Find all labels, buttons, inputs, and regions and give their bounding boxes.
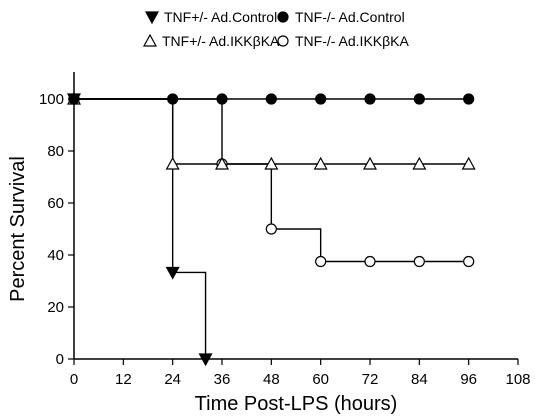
data-point-series-1	[463, 93, 475, 105]
data-point-series-0	[165, 266, 180, 280]
x-tick-label: 24	[164, 371, 181, 388]
data-point-series-0	[66, 93, 82, 107]
y-tick-label: 40	[47, 247, 64, 264]
y-tick-label: 20	[47, 299, 64, 316]
data-point-series-2	[214, 156, 230, 170]
legend-marker-0	[144, 11, 160, 25]
x-tick-label: 60	[312, 371, 329, 388]
data-point-series-3	[463, 255, 475, 268]
legend-label-2: TNF+/- Ad.IKKβKA	[162, 33, 280, 49]
data-point-series-1	[315, 93, 327, 105]
legend-label-1: TNF-/- Ad.Control	[295, 9, 405, 25]
x-tick-label: 84	[411, 371, 428, 388]
x-tick-label: 12	[115, 371, 132, 388]
data-point-series-1	[216, 93, 228, 105]
data-point-series-3	[315, 255, 327, 268]
data-point-series-2	[362, 156, 378, 170]
legend-marker-1	[277, 11, 289, 23]
series-markers	[66, 91, 476, 367]
y-tick-label: 80	[47, 143, 64, 160]
tick-labels: 0 12 24 36 48 60 72 84 96 108 0 20 40 60 80 100	[39, 91, 531, 388]
x-axis-title: Time Post-LPS (hours)	[195, 393, 398, 415]
x-tick-label: 36	[214, 371, 231, 388]
x-tick-label: 48	[263, 371, 280, 388]
y-tick-label: 60	[47, 195, 64, 212]
data-point-series-2	[313, 156, 328, 170]
data-point-series-1	[364, 93, 376, 105]
data-point-series-1	[167, 93, 179, 105]
data-point-series-3	[413, 255, 425, 268]
data-point-series-1	[265, 93, 277, 105]
legend-marker-2	[142, 33, 158, 47]
series-line-3	[74, 98, 469, 263]
series-line-0	[74, 98, 207, 359]
x-tick-label: 72	[362, 371, 379, 388]
data-point-series-1	[413, 93, 425, 105]
legend: TNF+/- Ad.Control TNF-/- Ad.Control TNF+/-…	[142, 9, 410, 49]
data-point-series-3	[364, 255, 376, 268]
legend-label-0: TNF+/- Ad.Control	[164, 9, 277, 25]
data-point-series-3	[265, 223, 277, 235]
x-tick-label: 96	[460, 371, 477, 388]
x-tick-label: 108	[505, 371, 530, 388]
axes	[68, 72, 519, 365]
data-point-series-0	[198, 353, 213, 367]
legend-marker-3	[277, 35, 289, 47]
y-axis-title: Percent Survival	[7, 156, 29, 302]
series-line-2	[74, 98, 469, 165]
y-tick-label: 0	[56, 351, 64, 368]
y-tick-label: 100	[39, 91, 64, 108]
data-point-series-2	[264, 156, 279, 170]
data-point-series-2	[412, 156, 427, 170]
data-point-series-2	[461, 156, 476, 170]
x-tick-label: 0	[70, 371, 78, 388]
legend-label-3: TNF-/- Ad.IKKβKA	[295, 33, 410, 49]
data-point-series-2	[165, 156, 180, 170]
